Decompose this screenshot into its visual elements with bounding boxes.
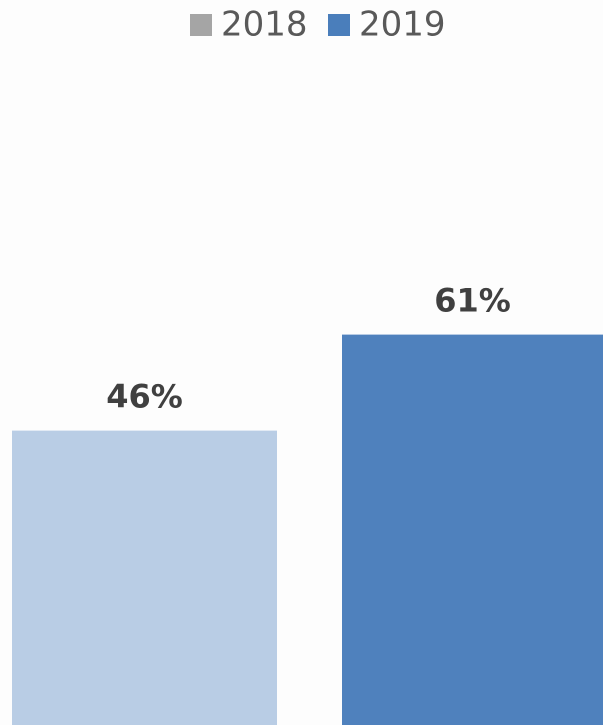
legend-swatch <box>328 14 350 36</box>
value-label: 46% <box>106 378 183 416</box>
bar <box>12 430 277 725</box>
legend-text: 2019 <box>359 5 446 45</box>
bar <box>342 334 603 725</box>
legend-swatch <box>190 14 212 36</box>
legend-text: 2018 <box>221 5 308 45</box>
value-label: 61% <box>434 282 511 320</box>
